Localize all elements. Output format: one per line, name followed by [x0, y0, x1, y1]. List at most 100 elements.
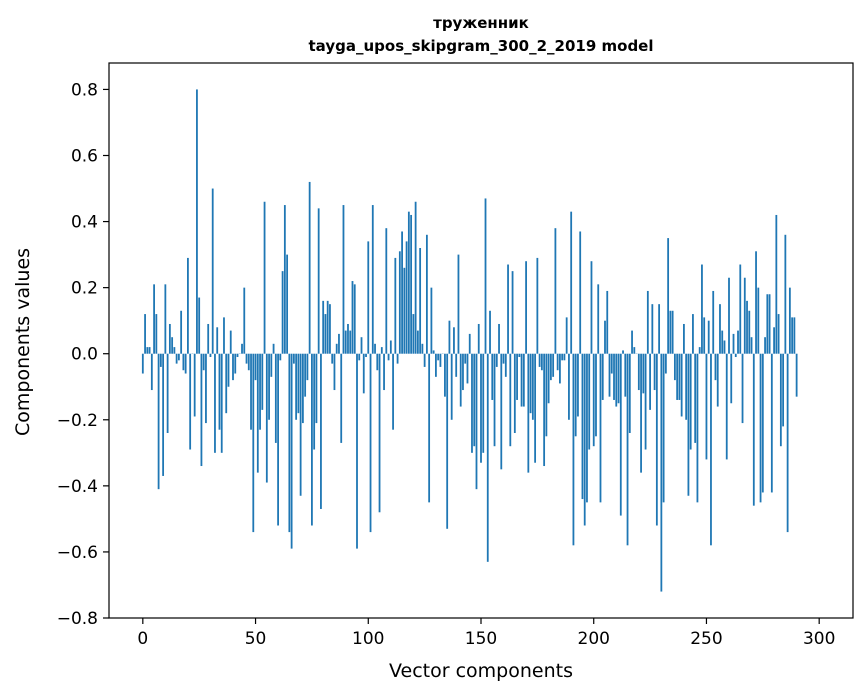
- bar-234: [669, 310, 672, 354]
- bar-86: [335, 343, 338, 354]
- bar-140: [457, 254, 460, 354]
- bar-163: [509, 353, 512, 447]
- bar-9: [162, 353, 165, 476]
- x-tick-label: 150: [465, 629, 497, 649]
- bar-63: [283, 205, 286, 354]
- bar-119: [410, 214, 413, 354]
- bar-207: [608, 353, 611, 397]
- bar-248: [701, 264, 703, 354]
- bar-271: [752, 353, 755, 506]
- bar-69: [297, 353, 300, 414]
- bar-83: [329, 304, 331, 354]
- bar-199: [590, 261, 593, 354]
- bar-216: [628, 353, 631, 433]
- bar-113: [396, 353, 399, 364]
- bar-183: [554, 228, 557, 354]
- bar-60: [277, 353, 279, 526]
- bar-64: [286, 254, 289, 354]
- bar-85: [333, 353, 336, 391]
- bar-231: [662, 353, 665, 503]
- bar-191: [572, 353, 575, 546]
- x-tick-label: 200: [578, 629, 610, 649]
- bar-55: [265, 353, 268, 483]
- bar-104: [376, 353, 379, 371]
- bar-18: [182, 353, 185, 371]
- bar-46: [245, 353, 248, 364]
- bar-59: [274, 353, 277, 443]
- bar-247: [698, 347, 701, 354]
- bar-233: [667, 238, 670, 354]
- bar-223: [644, 353, 647, 450]
- chart-subtitle: tayga_upos_skipgram_300_2_2019 model: [309, 37, 654, 55]
- bar-193: [577, 353, 579, 417]
- bar-267: [743, 277, 746, 354]
- y-tick-label: −0.4: [57, 477, 98, 497]
- bar-241: [685, 353, 688, 420]
- bar-173: [531, 353, 534, 420]
- bar-242: [687, 353, 690, 496]
- bar-35: [220, 353, 223, 453]
- bar-143: [464, 353, 467, 364]
- bar-205: [604, 320, 606, 354]
- bar-204: [601, 353, 604, 400]
- bar-100: [367, 241, 370, 354]
- bar-262: [732, 333, 735, 354]
- bar-65: [288, 353, 291, 533]
- bar-209: [613, 353, 615, 400]
- bar-229: [658, 304, 661, 354]
- bar-118: [407, 211, 410, 354]
- bar-15: [175, 353, 178, 364]
- bar-251: [707, 320, 710, 354]
- bar-49: [252, 353, 255, 533]
- bar-281: [775, 214, 778, 354]
- x-tick-label: 250: [690, 629, 722, 649]
- bar-76: [313, 353, 316, 450]
- bar-109: [387, 353, 390, 361]
- bar-264: [737, 330, 739, 354]
- bar-167: [518, 353, 521, 358]
- bar-178: [543, 353, 546, 467]
- bar-54: [263, 201, 266, 354]
- bar-220: [637, 353, 640, 391]
- bar-42: [236, 353, 239, 358]
- bar-236: [673, 353, 676, 381]
- bar-203: [599, 353, 602, 503]
- x-tick-label: 300: [803, 629, 835, 649]
- x-axis-label: Vector components: [389, 660, 573, 682]
- bar-176: [538, 353, 541, 367]
- bar-189: [568, 353, 570, 420]
- bar-31: [211, 188, 214, 354]
- bar-245: [694, 353, 697, 443]
- bar-272: [755, 251, 757, 354]
- bar-91: [347, 323, 349, 354]
- bar-278: [768, 294, 771, 354]
- bar-198: [588, 353, 591, 450]
- bar-37: [225, 353, 228, 414]
- bar-34: [218, 353, 221, 430]
- x-axis-ticks: 0 50 100 150 200 250 300: [137, 618, 835, 649]
- bar-283: [779, 353, 782, 447]
- bar-96: [358, 353, 361, 361]
- bar-1: [144, 314, 146, 354]
- bar-288: [791, 317, 794, 354]
- bar-44: [241, 343, 243, 354]
- bar-135: [446, 353, 449, 529]
- bar-105: [378, 353, 381, 513]
- bar-120: [412, 314, 415, 354]
- x-tick-label: 0: [137, 629, 148, 649]
- bar-211: [617, 353, 620, 404]
- bar-38: [227, 353, 230, 387]
- bar-89: [342, 205, 345, 354]
- bar-74: [308, 181, 311, 354]
- bar-16: [177, 353, 180, 361]
- bar-107: [383, 353, 385, 391]
- bar-144: [466, 353, 469, 384]
- bar-279: [770, 353, 773, 493]
- bar-90: [344, 330, 347, 354]
- bar-45: [243, 287, 246, 354]
- bar-7: [157, 353, 160, 490]
- bar-168: [520, 353, 523, 407]
- bar-13: [171, 337, 174, 354]
- y-tick-label: −0.2: [57, 411, 98, 431]
